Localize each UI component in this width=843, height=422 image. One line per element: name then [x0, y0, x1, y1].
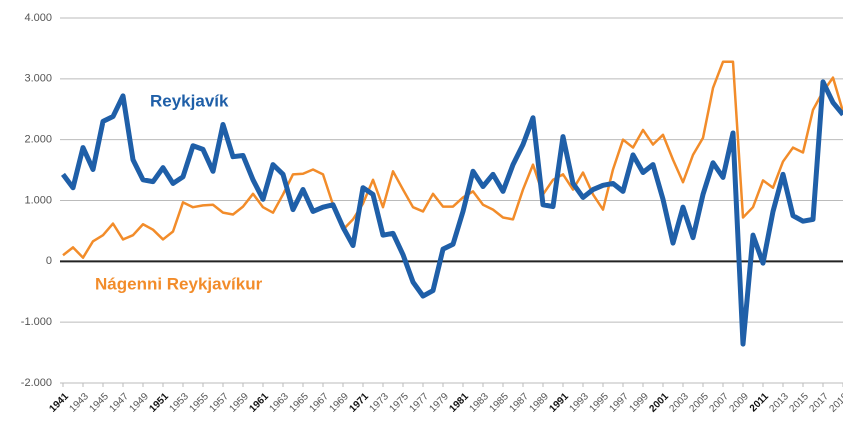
y-tick-label: 3.000 — [24, 73, 52, 85]
x-tick-label: 2005 — [687, 391, 711, 415]
x-tick-label: 1971 — [347, 391, 371, 415]
x-tick-label: 1953 — [167, 391, 191, 415]
x-tick-label: 1943 — [67, 391, 91, 415]
y-tick-label: 4.000 — [24, 12, 52, 24]
x-tick-label: 1965 — [287, 391, 311, 415]
x-tick-label: 2013 — [767, 391, 791, 415]
x-tick-label: 2011 — [748, 391, 771, 414]
x-tick-label: 1955 — [187, 391, 211, 415]
y-tick-label: 2.000 — [24, 134, 52, 146]
x-tick-label: 1995 — [587, 391, 611, 415]
x-tick-label: 1951 — [147, 391, 171, 415]
x-tick-label: 1945 — [87, 391, 111, 415]
x-tick-label: 1999 — [627, 391, 651, 415]
x-tick-label: 1949 — [127, 391, 151, 415]
y-tick-label: -2.000 — [21, 377, 52, 389]
x-tick-label: 1957 — [207, 391, 231, 415]
x-tick-label: 1983 — [467, 391, 491, 415]
y-tick-label: 0 — [46, 255, 52, 267]
x-tick-label: 1991 — [547, 391, 571, 415]
x-tick-label: 1975 — [387, 391, 411, 415]
x-tick-label: 2007 — [707, 391, 731, 415]
x-tick-label: 1993 — [567, 391, 591, 415]
x-tick-label: 1987 — [507, 391, 531, 415]
series-label: Reykjavík — [150, 91, 229, 110]
x-tick-label: 2017 — [807, 391, 831, 415]
x-tick-label: 1947 — [107, 391, 131, 415]
y-tick-label: -1.000 — [21, 316, 52, 328]
x-tick-label: 2001 — [647, 391, 671, 415]
x-tick-label: 2009 — [727, 391, 751, 415]
x-tick-label: 1989 — [527, 391, 551, 415]
x-tick-label: 1977 — [407, 391, 431, 415]
x-tick-label: 1981 — [447, 391, 471, 415]
series-label: Nágenni Reykjavíkur — [95, 274, 263, 293]
x-tick-label: 2019 — [827, 391, 843, 415]
y-tick-label: 1.000 — [24, 194, 52, 206]
x-tick-label: 1941 — [47, 391, 71, 415]
x-tick-label: 2015 — [787, 391, 811, 415]
x-tick-label: 1961 — [247, 391, 271, 415]
x-tick-label: 1963 — [267, 391, 291, 415]
x-tick-label: 1997 — [607, 391, 631, 415]
x-tick-label: 1969 — [327, 391, 351, 415]
x-tick-label: 1973 — [367, 391, 391, 415]
x-tick-label: 1959 — [227, 391, 251, 415]
x-tick-label: 1979 — [427, 391, 451, 415]
series-line — [60, 79, 843, 347]
x-tick-label: 1985 — [487, 391, 511, 415]
series-line — [62, 60, 843, 259]
x-tick-label: 1967 — [307, 391, 331, 415]
x-tick-label: 2003 — [667, 391, 691, 415]
